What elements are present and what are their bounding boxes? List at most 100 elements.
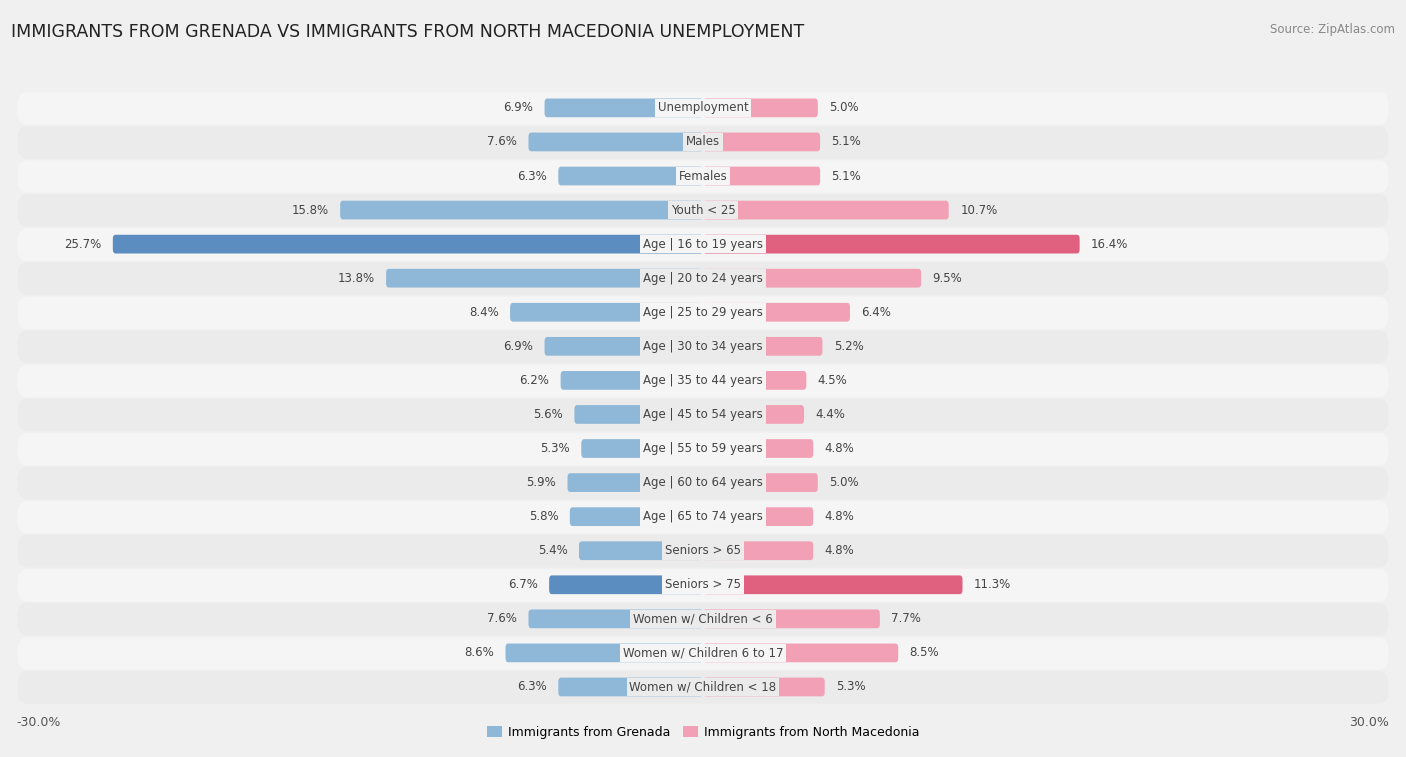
FancyBboxPatch shape	[506, 643, 703, 662]
Text: Age | 65 to 74 years: Age | 65 to 74 years	[643, 510, 763, 523]
Text: 5.3%: 5.3%	[837, 681, 866, 693]
Text: 4.8%: 4.8%	[825, 442, 855, 455]
Text: IMMIGRANTS FROM GRENADA VS IMMIGRANTS FROM NORTH MACEDONIA UNEMPLOYMENT: IMMIGRANTS FROM GRENADA VS IMMIGRANTS FR…	[11, 23, 804, 41]
Text: 5.0%: 5.0%	[830, 476, 859, 489]
Text: 9.5%: 9.5%	[932, 272, 962, 285]
FancyBboxPatch shape	[17, 92, 1389, 125]
FancyBboxPatch shape	[550, 575, 703, 594]
Text: Women w/ Children < 6: Women w/ Children < 6	[633, 612, 773, 625]
Text: 10.7%: 10.7%	[960, 204, 997, 217]
FancyBboxPatch shape	[544, 98, 703, 117]
Text: 4.8%: 4.8%	[825, 510, 855, 523]
Text: 11.3%: 11.3%	[974, 578, 1011, 591]
Text: -30.0%: -30.0%	[17, 716, 62, 730]
Text: 5.4%: 5.4%	[537, 544, 568, 557]
FancyBboxPatch shape	[569, 507, 703, 526]
Text: Age | 45 to 54 years: Age | 45 to 54 years	[643, 408, 763, 421]
FancyBboxPatch shape	[561, 371, 703, 390]
FancyBboxPatch shape	[703, 678, 825, 696]
Text: 30.0%: 30.0%	[1350, 716, 1389, 730]
FancyBboxPatch shape	[17, 297, 1389, 329]
FancyBboxPatch shape	[112, 235, 703, 254]
FancyBboxPatch shape	[579, 541, 703, 560]
Text: 7.6%: 7.6%	[486, 136, 517, 148]
FancyBboxPatch shape	[17, 603, 1389, 636]
FancyBboxPatch shape	[703, 473, 818, 492]
Text: 6.9%: 6.9%	[503, 340, 533, 353]
FancyBboxPatch shape	[703, 541, 813, 560]
Text: Age | 60 to 64 years: Age | 60 to 64 years	[643, 476, 763, 489]
FancyBboxPatch shape	[17, 263, 1389, 295]
FancyBboxPatch shape	[17, 126, 1389, 159]
Text: 5.3%: 5.3%	[540, 442, 569, 455]
FancyBboxPatch shape	[703, 201, 949, 220]
FancyBboxPatch shape	[17, 399, 1389, 431]
FancyBboxPatch shape	[703, 507, 813, 526]
FancyBboxPatch shape	[17, 637, 1389, 670]
FancyBboxPatch shape	[17, 569, 1389, 602]
FancyBboxPatch shape	[703, 609, 880, 628]
Text: 5.2%: 5.2%	[834, 340, 863, 353]
FancyBboxPatch shape	[703, 235, 1080, 254]
Text: 5.6%: 5.6%	[533, 408, 562, 421]
Text: 5.8%: 5.8%	[529, 510, 558, 523]
Text: 6.4%: 6.4%	[862, 306, 891, 319]
Text: 8.6%: 8.6%	[464, 646, 494, 659]
FancyBboxPatch shape	[703, 575, 963, 594]
FancyBboxPatch shape	[17, 467, 1389, 500]
Text: Males: Males	[686, 136, 720, 148]
FancyBboxPatch shape	[17, 671, 1389, 704]
Text: 6.7%: 6.7%	[508, 578, 537, 591]
FancyBboxPatch shape	[17, 229, 1389, 261]
FancyBboxPatch shape	[17, 433, 1389, 466]
FancyBboxPatch shape	[703, 643, 898, 662]
Text: 13.8%: 13.8%	[337, 272, 374, 285]
Text: 5.0%: 5.0%	[830, 101, 859, 114]
Text: Women w/ Children 6 to 17: Women w/ Children 6 to 17	[623, 646, 783, 659]
FancyBboxPatch shape	[703, 98, 818, 117]
FancyBboxPatch shape	[703, 439, 813, 458]
Text: 7.6%: 7.6%	[486, 612, 517, 625]
Text: 8.4%: 8.4%	[468, 306, 499, 319]
Text: Age | 25 to 29 years: Age | 25 to 29 years	[643, 306, 763, 319]
FancyBboxPatch shape	[544, 337, 703, 356]
Text: 16.4%: 16.4%	[1091, 238, 1129, 251]
FancyBboxPatch shape	[387, 269, 703, 288]
FancyBboxPatch shape	[17, 501, 1389, 534]
FancyBboxPatch shape	[568, 473, 703, 492]
Text: Seniors > 75: Seniors > 75	[665, 578, 741, 591]
FancyBboxPatch shape	[529, 609, 703, 628]
Text: 5.1%: 5.1%	[831, 136, 862, 148]
Text: 6.3%: 6.3%	[517, 170, 547, 182]
Text: Source: ZipAtlas.com: Source: ZipAtlas.com	[1270, 23, 1395, 36]
Text: 4.5%: 4.5%	[818, 374, 848, 387]
FancyBboxPatch shape	[703, 405, 804, 424]
Text: 8.5%: 8.5%	[910, 646, 939, 659]
FancyBboxPatch shape	[17, 160, 1389, 193]
Text: Age | 16 to 19 years: Age | 16 to 19 years	[643, 238, 763, 251]
FancyBboxPatch shape	[17, 331, 1389, 363]
Text: Seniors > 65: Seniors > 65	[665, 544, 741, 557]
Text: Women w/ Children < 18: Women w/ Children < 18	[630, 681, 776, 693]
Text: 5.9%: 5.9%	[526, 476, 555, 489]
Text: 7.7%: 7.7%	[891, 612, 921, 625]
Text: 4.8%: 4.8%	[825, 544, 855, 557]
FancyBboxPatch shape	[17, 195, 1389, 227]
Text: 4.4%: 4.4%	[815, 408, 845, 421]
FancyBboxPatch shape	[510, 303, 703, 322]
Text: Age | 35 to 44 years: Age | 35 to 44 years	[643, 374, 763, 387]
FancyBboxPatch shape	[558, 678, 703, 696]
Text: Youth < 25: Youth < 25	[671, 204, 735, 217]
Text: Age | 30 to 34 years: Age | 30 to 34 years	[643, 340, 763, 353]
Text: 6.9%: 6.9%	[503, 101, 533, 114]
Text: Females: Females	[679, 170, 727, 182]
Text: 5.1%: 5.1%	[831, 170, 862, 182]
Text: 6.2%: 6.2%	[519, 374, 550, 387]
FancyBboxPatch shape	[17, 535, 1389, 568]
Text: 6.3%: 6.3%	[517, 681, 547, 693]
FancyBboxPatch shape	[703, 337, 823, 356]
FancyBboxPatch shape	[581, 439, 703, 458]
FancyBboxPatch shape	[703, 371, 807, 390]
FancyBboxPatch shape	[703, 167, 820, 185]
Text: 25.7%: 25.7%	[65, 238, 101, 251]
